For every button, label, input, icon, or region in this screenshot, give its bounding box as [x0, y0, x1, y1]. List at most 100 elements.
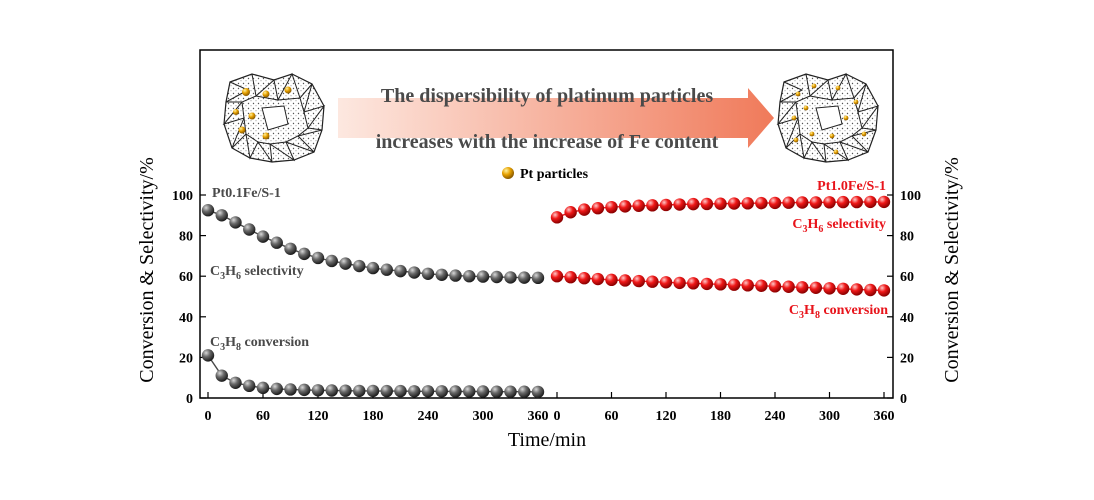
data-point-p1-selectivity-11	[353, 259, 366, 273]
data-point-p1-conversion-11	[353, 384, 366, 398]
data-point-p1-selectivity-18	[449, 269, 462, 282]
data-point-p2-conversion-7	[646, 275, 659, 288]
x-tick-label-p1-180: 180	[363, 409, 384, 424]
legend-pt-label: Pt particles	[520, 167, 589, 182]
data-point-p1-conversion-8	[311, 384, 325, 397]
data-point-p1-selectivity-5	[270, 236, 283, 249]
data-point-p1-conversion-6	[284, 383, 297, 396]
label-right-conversion: C3H8 conversion	[789, 303, 888, 321]
y-axis-title-right: Conversion & Selectivity/%	[941, 157, 963, 383]
data-point-p2-conversion-18	[796, 281, 809, 294]
data-point-p1-selectivity-7	[298, 247, 311, 261]
data-point-p2-conversion-21	[836, 282, 850, 295]
y-tick-label-right-40: 40	[900, 311, 914, 326]
data-point-p2-selectivity-23	[864, 195, 877, 209]
data-point-p2-conversion-12	[714, 278, 727, 291]
data-point-p1-conversion-2	[229, 376, 242, 389]
data-point-p2-selectivity-20	[823, 196, 836, 209]
data-point-p2-selectivity-4	[605, 200, 618, 214]
data-point-p1-selectivity-8	[311, 251, 325, 265]
data-point-p2-selectivity-19	[809, 196, 823, 209]
data-point-p2-conversion-3	[591, 272, 605, 286]
data-point-p2-selectivity-2	[578, 203, 591, 216]
x-tick-label-p1-360: 360	[528, 409, 549, 424]
data-point-p1-conversion-7	[298, 383, 311, 397]
legend-pt-marker	[502, 167, 514, 179]
x-axis-title: Time/min	[508, 429, 586, 451]
x-tick-label-p2-360: 360	[874, 409, 895, 424]
data-point-p2-selectivity-24	[877, 195, 891, 209]
data-point-p2-selectivity-22	[850, 195, 863, 209]
data-point-p1-selectivity-23	[518, 271, 531, 284]
label-left-selectivity: C3H6 selectivity	[210, 264, 304, 282]
y-tick-label-left-100: 100	[172, 189, 193, 204]
data-point-p2-conversion-17	[782, 280, 795, 293]
data-point-p1-selectivity-0	[201, 204, 215, 217]
y-tick-label-right-100: 100	[900, 189, 921, 204]
y-tick-label-right-80: 80	[900, 230, 914, 245]
data-point-p1-conversion-17	[435, 385, 448, 398]
data-point-p1-selectivity-20	[476, 270, 490, 283]
data-point-p2-conversion-14	[741, 279, 754, 292]
label-right-catalyst: Pt1.0Fe/S-1	[817, 179, 886, 194]
data-point-p2-conversion-20	[823, 282, 836, 295]
data-point-p1-selectivity-16	[421, 267, 435, 280]
data-point-p1-conversion-4	[256, 381, 270, 395]
points-layer	[201, 195, 891, 399]
data-point-p2-conversion-19	[809, 281, 823, 294]
data-point-p2-conversion-15	[755, 279, 768, 292]
data-point-p1-selectivity-10	[339, 257, 352, 270]
data-point-p2-selectivity-14	[741, 197, 754, 210]
x-tick-label-p2-120: 120	[656, 409, 677, 424]
data-point-p1-selectivity-6	[284, 242, 297, 255]
data-point-p2-conversion-0	[550, 270, 564, 283]
data-point-p1-selectivity-9	[325, 254, 338, 268]
data-point-p1-selectivity-12	[366, 261, 380, 275]
data-point-p2-selectivity-18	[796, 196, 809, 209]
data-point-p1-selectivity-24	[531, 271, 545, 285]
data-point-p2-selectivity-13	[727, 197, 741, 210]
data-point-p2-conversion-6	[632, 274, 645, 288]
data-point-p2-selectivity-1	[564, 206, 577, 219]
data-point-p1-conversion-5	[270, 382, 283, 396]
data-point-p2-selectivity-6	[632, 199, 645, 212]
y-tick-label-left-60: 60	[179, 270, 193, 285]
data-point-p1-selectivity-2	[229, 216, 242, 229]
x-tick-label-p2-60: 60	[605, 409, 619, 424]
data-point-p2-selectivity-17	[782, 196, 795, 209]
y-tick-label-right-0: 0	[900, 392, 907, 407]
data-point-p1-selectivity-15	[408, 266, 421, 279]
data-point-p1-conversion-24	[531, 385, 545, 399]
data-point-p2-conversion-23	[864, 283, 877, 297]
data-point-p1-selectivity-22	[504, 271, 517, 284]
data-point-p2-selectivity-10	[687, 197, 700, 211]
data-point-p2-selectivity-16	[768, 196, 782, 210]
data-point-p2-selectivity-3	[591, 201, 605, 215]
data-point-p1-selectivity-14	[394, 264, 407, 278]
data-point-p2-selectivity-9	[673, 198, 686, 211]
data-point-p1-conversion-22	[504, 385, 517, 398]
data-point-p2-conversion-1	[564, 271, 577, 284]
y-tick-label-left-20: 20	[179, 351, 193, 366]
label-left-conversion: C3H8 conversion	[210, 335, 309, 353]
data-point-p1-conversion-13	[380, 384, 393, 398]
data-point-p2-conversion-13	[727, 278, 741, 291]
data-point-p2-selectivity-12	[714, 197, 727, 210]
data-point-p1-selectivity-19	[463, 270, 476, 283]
banner-line-1: The dispersibility of platinum particles	[381, 85, 713, 107]
data-point-p2-conversion-4	[605, 273, 618, 287]
banner-arrow	[338, 88, 774, 148]
x-tick-label-p1-240: 240	[418, 409, 439, 424]
x-tick-label-p2-0: 0	[554, 409, 561, 424]
data-point-p1-conversion-9	[325, 384, 338, 397]
x-tick-label-p1-60: 60	[256, 409, 270, 424]
data-point-p2-selectivity-15	[755, 196, 768, 210]
y-tick-label-right-60: 60	[900, 270, 914, 285]
data-point-p1-conversion-3	[243, 379, 256, 393]
data-point-p1-selectivity-1	[215, 209, 228, 222]
data-point-p2-conversion-11	[700, 277, 714, 291]
plot-frame	[199, 49, 894, 399]
data-point-p1-conversion-19	[463, 385, 476, 398]
data-point-p2-selectivity-8	[659, 198, 673, 212]
